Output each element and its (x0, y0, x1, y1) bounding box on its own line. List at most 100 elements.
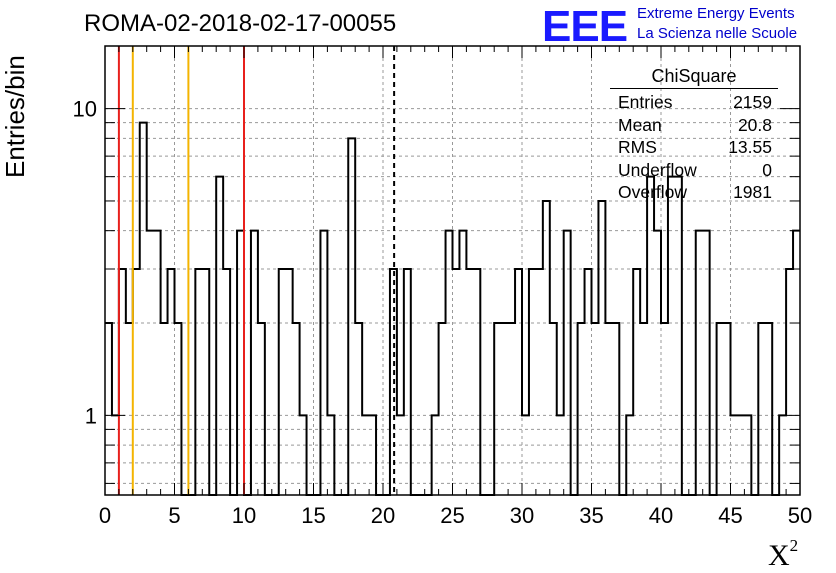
histogram-bin (293, 323, 300, 495)
histogram-bin (793, 231, 800, 495)
stats-row-underflow: Underflow 0 (610, 159, 776, 182)
histogram-bin (105, 323, 112, 495)
histogram-bin (466, 269, 473, 495)
histogram-bin (494, 323, 501, 495)
stats-box: ChiSquare Entries 2159 Mean 20.8 RMS 13.… (610, 66, 778, 204)
marker-lines (117, 46, 396, 495)
histogram-bin (348, 138, 355, 495)
histogram-bin (647, 177, 654, 495)
histogram-bin (529, 269, 536, 495)
stats-label: Overflow (618, 182, 688, 202)
histogram-bin (550, 323, 557, 495)
x-tick-label: 35 (579, 503, 603, 528)
x-tick-label: 30 (510, 503, 534, 528)
y-tick-label: 10 (73, 97, 97, 122)
x-tick-label: 50 (788, 503, 812, 528)
histogram-bin (119, 269, 126, 495)
grid (105, 46, 800, 495)
histogram-bin (251, 231, 258, 495)
histogram-bin (654, 231, 661, 495)
histogram-bin (592, 323, 599, 495)
histogram-bin (501, 323, 508, 495)
histogram-bin (779, 415, 786, 495)
x-tick-label: 40 (649, 503, 673, 528)
histogram-bin (300, 415, 307, 495)
histogram-bin (133, 269, 140, 495)
stats-row-rms: RMS 13.55 (610, 136, 776, 159)
histogram-bin (320, 231, 327, 495)
stats-value: 20.8 (737, 114, 772, 135)
histogram-bin (154, 231, 161, 495)
histogram-bin (668, 177, 675, 495)
x-tick-label: 25 (440, 503, 464, 528)
logo-line-1: Extreme Energy Events (637, 5, 795, 22)
x-tick-label: 10 (232, 503, 256, 528)
histogram-bin (543, 201, 550, 495)
stats-value: 2159 (733, 92, 772, 112)
histogram-bin (578, 323, 585, 495)
stats-row-entries: Entries 2159 (610, 91, 776, 114)
histogram-outline (105, 121, 800, 496)
stats-label: Entries (618, 92, 673, 112)
x-tick-label: 5 (168, 503, 180, 528)
histogram-bin (126, 323, 133, 495)
histogram-bin (696, 231, 703, 495)
histogram-bin (661, 323, 668, 495)
histogram-bin (175, 323, 182, 495)
histogram-bin (758, 323, 765, 495)
y-axis-label: Entries/bin (0, 55, 30, 178)
histogram-bin (640, 323, 647, 495)
histogram-bin (327, 415, 334, 495)
histogram-bin (147, 231, 154, 495)
histogram-bin (439, 323, 446, 495)
histogram-bin (397, 415, 404, 495)
x-axis-label-main: X (768, 539, 790, 572)
eee-logo: EEE (542, 2, 628, 51)
histogram-bin (362, 415, 369, 495)
histogram-bin (286, 269, 293, 495)
x-axis-label-sup: 2 (789, 536, 799, 555)
histogram-bin (508, 323, 515, 495)
histogram-bin (369, 415, 376, 495)
stats-value: 0 (762, 159, 772, 180)
x-tick-label: 45 (718, 503, 742, 528)
histogram-bin (216, 177, 223, 495)
histogram-bin (598, 201, 605, 495)
histogram-bin (717, 323, 724, 495)
histogram-bin (744, 415, 751, 495)
histogram-bin (140, 123, 147, 495)
histogram-bin (626, 415, 633, 495)
histogram-bin (564, 231, 571, 495)
chart-title: ROMA-02-2018-02-17-00055 (84, 10, 397, 37)
x-axis-label: X2 (768, 536, 798, 573)
histogram-bin (446, 231, 453, 495)
stats-row-mean: Mean 20.8 (610, 114, 776, 137)
histogram-bin (279, 269, 286, 495)
histogram-bin (536, 269, 543, 495)
histogram-bin (453, 269, 460, 495)
histogram-bin (355, 323, 362, 495)
histogram-bin (195, 269, 202, 495)
histogram-bin (258, 323, 265, 495)
y-tick-label: 1 (85, 403, 97, 428)
histogram-bin (605, 323, 612, 495)
histogram-bin (404, 269, 411, 495)
histogram-bin (161, 323, 168, 495)
logo-line-2: La Scienza nelle Scuole (637, 25, 798, 42)
histogram-bin (585, 269, 592, 495)
histogram-bin (612, 323, 619, 495)
stats-label: Mean (618, 114, 662, 135)
stats-value: 1981 (733, 182, 772, 202)
x-tick-label: 15 (301, 503, 325, 528)
histogram-bin (731, 415, 738, 495)
histogram-bin (473, 269, 480, 495)
histogram-bin (557, 415, 564, 495)
histogram-bin (633, 269, 640, 495)
histogram-bin (522, 415, 529, 495)
stats-value: 13.55 (728, 137, 772, 157)
stats-label: Underflow (618, 159, 697, 180)
histogram-bin (237, 231, 244, 495)
histogram-bars (105, 121, 800, 496)
histogram-bin (765, 323, 772, 495)
